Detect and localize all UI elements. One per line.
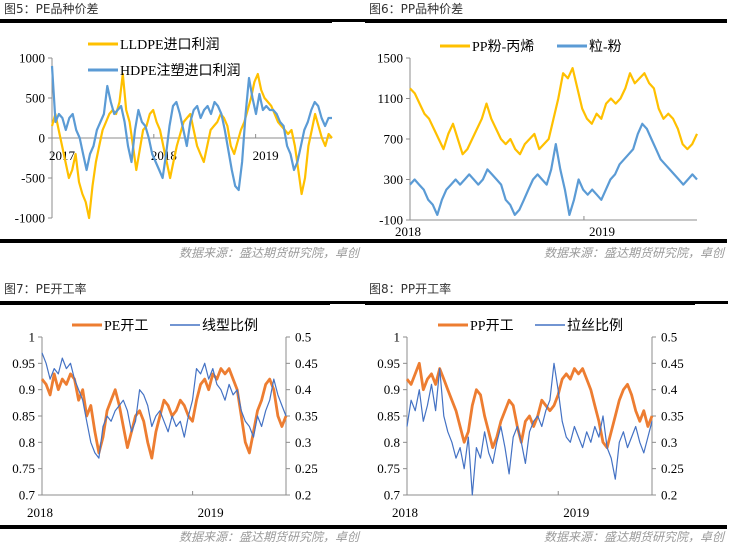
- y-tick-label: 0.75: [377, 461, 400, 476]
- chart-svg: 1000 500 0 -500 -1000 2017 2018 2019 LLDPE进口利润 HD…: [15, 37, 333, 226]
- x-tick-label: 2019: [253, 148, 279, 163]
- y2-tick-label: 0.2: [661, 488, 677, 503]
- source-rule: [365, 525, 727, 529]
- title-rule-end: [332, 19, 365, 22]
- y-tick-label: 1500: [377, 51, 403, 66]
- x-tick-label: 2018: [151, 148, 177, 163]
- y-tick-label: 1000: [19, 51, 45, 66]
- title-rule: [0, 19, 332, 23]
- source-note: 数据来源：盛达期货研究院，卓创: [178, 530, 359, 544]
- x-tick-label: 2019: [198, 505, 224, 520]
- y2-tick-label: 0.4: [295, 382, 312, 397]
- y2-tick-label: 0.2: [295, 488, 311, 503]
- title-rule-end: [695, 301, 728, 304]
- chart-title: 图6：PP品种价差: [369, 2, 464, 16]
- y-tick-label: -100: [379, 213, 403, 228]
- chart-title: 图8：PP开工率: [369, 282, 452, 296]
- source-note: 数据来源：盛达期货研究院，卓创: [178, 246, 359, 260]
- source-note: 数据来源：盛达期货研究院，卓创: [543, 246, 724, 260]
- y-tick-label: 0.95: [377, 356, 400, 371]
- y-tick-label: 0.75: [12, 461, 35, 476]
- chart-panel-pe-operating-rate: 图7：PE开工率 1 0.95 0.9 0.85 0.8 0.75 0.7 0.5 0.45 0.…: [0, 272, 365, 544]
- legend-label: PP开工: [470, 319, 514, 334]
- chart-svg: 1 0.95 0.9 0.85 0.8 0.75 0.7 0.5 0.45 0.4 0.35 0.3 0…: [12, 318, 318, 520]
- source-rule: [0, 525, 365, 529]
- y-tick-label: 700: [384, 132, 404, 147]
- y2-tick-label: 0.45: [661, 356, 684, 371]
- y-tick-label: -1000: [15, 211, 45, 226]
- x-tick-label: 2017: [49, 148, 76, 163]
- y2-tick-label: 0.25: [295, 461, 318, 476]
- series-line-1: [41, 352, 287, 459]
- y-tick-label: 1: [29, 330, 36, 345]
- source-rule: [0, 239, 365, 243]
- chart-panel-pe-spread: 图5：PE品种价差 1000 500 0 -500 -1000 2017 2018 2019 L…: [0, 0, 365, 272]
- x-tick-label: 2018: [395, 224, 421, 239]
- series-line-0: [409, 66, 698, 156]
- title-rule-end: [330, 301, 365, 304]
- y2-tick-label: 0.35: [661, 409, 684, 424]
- series-line-1: [50, 65, 332, 192]
- y2-tick-label: 0.3: [661, 435, 677, 450]
- chart-svg: 1 0.95 0.9 0.85 0.8 0.75 0.7 0.5 0.45 0.4 0.35 0.3 0…: [377, 318, 684, 520]
- x-tick-label: 2018: [392, 505, 418, 520]
- y-tick-label: 1100: [377, 91, 403, 106]
- series-line-1: [409, 122, 698, 216]
- y2-tick-label: 0.5: [661, 330, 677, 345]
- y-tick-label: 0.9: [384, 382, 400, 397]
- y-tick-label: 0.8: [384, 435, 400, 450]
- y2-tick-label: 0.45: [295, 356, 318, 371]
- x-tick-label: 2019: [563, 505, 589, 520]
- source-note: 数据来源：盛达期货研究院，卓创: [543, 530, 724, 544]
- y-tick-label: 0.85: [377, 409, 400, 424]
- legend-label: 拉丝比例: [567, 318, 623, 334]
- chart-title: 图7：PE开工率: [4, 282, 87, 296]
- y-tick-label: 0.7: [384, 488, 401, 503]
- legend-label: LLDPE进口利润: [120, 37, 220, 53]
- legend-label: HDPE注塑进口利润: [120, 63, 241, 79]
- chart-title: 图5：PE品种价差: [4, 2, 99, 16]
- y-tick-label: 1: [394, 330, 401, 345]
- chart-panel-pp-operating-rate: 图8：PP开工率 1 0.95 0.9 0.85 0.8 0.75 0.7 0.5 0.45 0.…: [365, 272, 730, 544]
- y-tick-label: 0.8: [19, 435, 35, 450]
- y-tick-label: 0.85: [12, 409, 35, 424]
- y-tick-label: 0.9: [19, 382, 35, 397]
- source-rule: [365, 239, 727, 243]
- chart-panel-pp-spread: 图6：PP品种价差 1500 1100 700 300 -100 2018 2019 PP粉-…: [365, 0, 730, 272]
- title-rule: [365, 19, 727, 23]
- legend-label: PP粉-丙烯: [472, 39, 534, 55]
- x-tick-label: 2019: [589, 224, 615, 239]
- y-tick-label: -500: [21, 171, 45, 186]
- y2-tick-label: 0.3: [295, 435, 311, 450]
- y2-tick-label: 0.5: [295, 330, 311, 345]
- title-rule: [365, 301, 695, 305]
- legend-label: PE开工: [104, 319, 148, 334]
- y2-tick-label: 0.35: [295, 409, 318, 424]
- y-tick-label: 0: [39, 131, 46, 146]
- series-line-0: [40, 367, 288, 460]
- x-tick-label: 2018: [27, 505, 53, 520]
- y-tick-label: 500: [26, 91, 46, 106]
- y-tick-label: 0.95: [12, 356, 35, 371]
- y-tick-label: 300: [384, 172, 404, 187]
- y2-tick-label: 0.4: [661, 382, 678, 397]
- series-line-0: [405, 361, 654, 450]
- series-line-1: [406, 362, 653, 496]
- legend-label: 线型比例: [202, 318, 258, 334]
- title-rule: [0, 301, 330, 305]
- y-tick-label: 0.7: [19, 488, 36, 503]
- y2-tick-label: 0.25: [661, 461, 684, 476]
- legend-label: 粒-粉: [589, 39, 622, 55]
